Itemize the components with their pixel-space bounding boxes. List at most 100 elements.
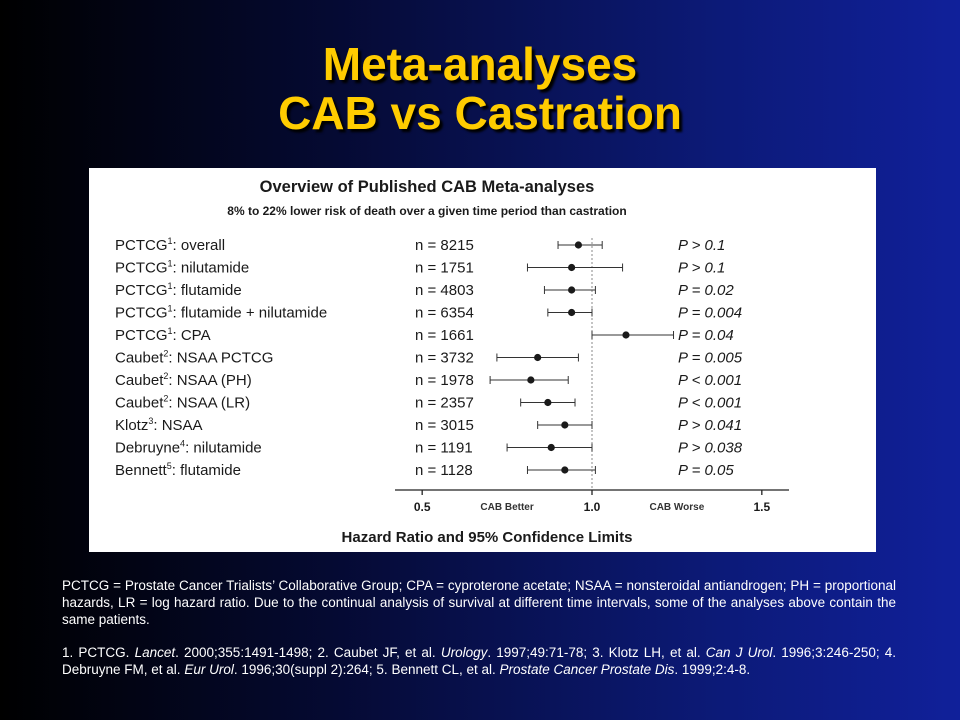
row-label-name: PCTCG bbox=[115, 237, 168, 254]
chart-subtitle: 8% to 22% lower risk of death over a giv… bbox=[227, 204, 626, 218]
hr-point bbox=[568, 286, 576, 294]
hr-point bbox=[527, 376, 535, 384]
row-label-name: Caubet bbox=[115, 350, 164, 367]
row-label: Klotz3: NSAA bbox=[115, 416, 203, 434]
abbreviations-note: PCTCG = Prostate Cancer Trialists’ Colla… bbox=[62, 578, 896, 627]
references: 1. PCTCG. Lancet. 2000;355:1491-1498; 2.… bbox=[62, 644, 896, 678]
row-label: Caubet2: NSAA (PH) bbox=[115, 371, 252, 389]
hr-point bbox=[544, 398, 552, 407]
row-n: n = 3732 bbox=[415, 350, 474, 367]
row-label-desc: : NSAA (PH) bbox=[168, 372, 251, 389]
row-label-ref: 4 bbox=[180, 439, 185, 449]
row-n: n = 2357 bbox=[415, 395, 474, 412]
x-tick-label: 0.5 bbox=[414, 500, 431, 514]
row-label-desc: : flutamide bbox=[172, 462, 241, 479]
forest-plot-panel: Overview of Published CAB Meta-analyses … bbox=[89, 168, 876, 552]
reference-text: . 1999;2:4-8. bbox=[674, 662, 751, 677]
row-label-desc: : NSAA (LR) bbox=[168, 395, 250, 412]
row-label: PCTCG1: flutamide + nilutamide bbox=[115, 304, 327, 322]
row-label: Bennett5: flutamide bbox=[115, 461, 241, 479]
row-n: n = 3015 bbox=[415, 417, 474, 434]
x-axis-label: Hazard Ratio and 95% Confidence Limits bbox=[342, 529, 633, 546]
x-tick-label: 1.5 bbox=[753, 500, 770, 514]
row-label-ref: 5 bbox=[167, 461, 172, 471]
row-label-name: PCTCG bbox=[115, 327, 168, 344]
row-label-ref: 1 bbox=[168, 259, 173, 269]
row-label-ref: 1 bbox=[168, 236, 173, 246]
row-label-ref: 1 bbox=[168, 326, 173, 336]
hr-point bbox=[568, 263, 576, 272]
row-label-ref: 2 bbox=[163, 349, 168, 359]
reference-text: . 1996;3:246-250; 4. Debruyne FM, et al. bbox=[62, 645, 897, 677]
row-p-value: P > 0.038 bbox=[678, 440, 743, 457]
reference-journal: Lancet bbox=[134, 645, 176, 660]
reference-text: . 2000;355:1491-1498; 2. Caubet JF, et a… bbox=[175, 645, 441, 660]
slide-title-line2: CAB vs Castration bbox=[278, 87, 682, 139]
row-label-name: Caubet bbox=[115, 395, 164, 412]
reference-journal: Eur Urol bbox=[184, 662, 234, 677]
row-label: Caubet2: NSAA PCTCG bbox=[115, 349, 273, 367]
hr-point bbox=[561, 421, 569, 429]
row-n: n = 1128 bbox=[415, 462, 473, 479]
row-label: PCTCG1: nilutamide bbox=[115, 259, 249, 277]
row-n: n = 8215 bbox=[415, 237, 474, 254]
reference-journal: Urology bbox=[440, 645, 488, 660]
row-label-name: Debruyne bbox=[115, 440, 180, 457]
region-label-better: CAB Better bbox=[480, 502, 533, 513]
row-label-desc: : flutamide + nilutamide bbox=[173, 305, 328, 322]
row-p-value: P > 0.041 bbox=[678, 417, 742, 434]
row-label-ref: 2 bbox=[163, 371, 168, 381]
row-label: PCTCG1: CPA bbox=[115, 326, 211, 344]
row-p-value: P = 0.05 bbox=[678, 462, 734, 479]
row-label-desc: : nilutamide bbox=[173, 260, 250, 277]
row-label: Caubet2: NSAA (LR) bbox=[115, 394, 250, 412]
row-label: Debruyne4: nilutamide bbox=[115, 439, 262, 457]
reference-journal: Can J Urol bbox=[705, 645, 773, 660]
hr-point bbox=[622, 331, 630, 339]
row-p-value: P > 0.1 bbox=[678, 260, 725, 277]
row-label-ref: 3 bbox=[148, 416, 153, 426]
slide-title-line1: Meta-analyses bbox=[322, 38, 638, 90]
hr-point bbox=[534, 353, 542, 362]
row-n: n = 1191 bbox=[415, 440, 473, 457]
row-label-name: Bennett bbox=[115, 462, 168, 479]
hr-point bbox=[568, 308, 576, 317]
hr-point bbox=[561, 466, 569, 474]
hr-point bbox=[574, 241, 583, 249]
region-label-worse: CAB Worse bbox=[649, 502, 704, 513]
row-label-desc: : flutamide bbox=[173, 282, 242, 299]
row-label-name: PCTCG bbox=[115, 305, 168, 322]
row-label-ref: 2 bbox=[163, 394, 168, 404]
row-n: n = 1978 bbox=[415, 372, 474, 389]
row-p-value: P < 0.001 bbox=[678, 372, 742, 389]
reference-journal: Prostate Cancer Prostate Dis bbox=[499, 662, 675, 677]
row-label-name: PCTCG bbox=[115, 282, 168, 299]
row-p-value: P = 0.004 bbox=[678, 305, 742, 322]
row-label-desc: : NSAA bbox=[153, 417, 202, 434]
row-label-name: Klotz bbox=[115, 417, 148, 434]
row-p-value: P = 0.04 bbox=[678, 327, 734, 344]
row-p-value: P < 0.001 bbox=[678, 395, 742, 412]
row-label-ref: 1 bbox=[168, 281, 173, 291]
row-label: PCTCG1: flutamide bbox=[115, 281, 242, 299]
row-label-desc: : CPA bbox=[173, 327, 211, 344]
hr-point bbox=[547, 443, 555, 452]
row-label-desc: : overall bbox=[173, 237, 226, 254]
row-p-value: P > 0.1 bbox=[678, 237, 725, 254]
reference-text: . 1997;49:71-78; 3. Klotz LH, et al. bbox=[487, 645, 706, 660]
row-label-name: PCTCG bbox=[115, 260, 168, 277]
row-label: PCTCG1: overall bbox=[115, 236, 225, 254]
row-n: n = 1661 bbox=[415, 327, 474, 344]
row-label-desc: : nilutamide bbox=[185, 440, 262, 457]
x-tick-label: 1.0 bbox=[584, 500, 601, 514]
row-p-value: P = 0.005 bbox=[678, 350, 743, 367]
row-label-ref: 1 bbox=[168, 304, 173, 314]
reference-text: 1. PCTCG. bbox=[62, 645, 135, 660]
row-n: n = 1751 bbox=[415, 260, 474, 277]
row-n: n = 4803 bbox=[415, 282, 474, 299]
row-p-value: P = 0.02 bbox=[678, 282, 734, 299]
row-n: n = 6354 bbox=[415, 305, 474, 322]
reference-text: . 1996;30(suppl 2):264; 5. Bennett CL, e… bbox=[233, 662, 500, 677]
row-label-name: Caubet bbox=[115, 372, 164, 389]
row-label-desc: : NSAA PCTCG bbox=[168, 350, 273, 367]
